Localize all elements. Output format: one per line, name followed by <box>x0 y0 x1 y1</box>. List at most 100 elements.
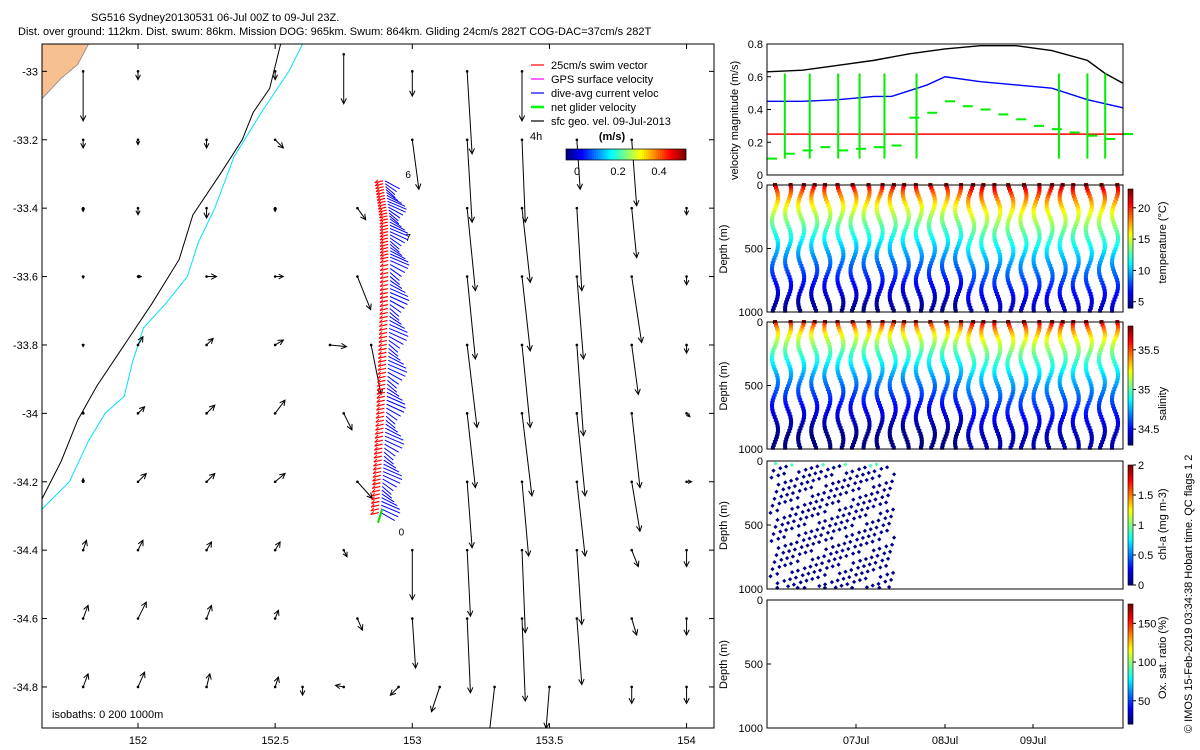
sfc-vector <box>81 343 85 348</box>
depth-sample <box>1071 331 1076 336</box>
depth-sample <box>888 250 893 255</box>
depth-sample <box>1062 272 1067 277</box>
depth-sample <box>900 328 905 333</box>
depth-sample <box>1071 286 1076 291</box>
depth-sample <box>1072 227 1077 232</box>
depth-sample <box>1110 442 1115 447</box>
depth-sample <box>1100 322 1105 327</box>
depth-sample <box>958 412 963 417</box>
depth-sample <box>861 353 866 358</box>
sfc-vector-dot <box>356 617 359 620</box>
depth-sample <box>1070 420 1075 425</box>
depth-sample <box>837 328 842 333</box>
sfc-vector-dot <box>685 480 688 484</box>
depth-sample <box>774 420 779 425</box>
sfc-vector <box>299 685 306 697</box>
depth-sample <box>984 445 989 450</box>
depth-sample <box>889 286 894 291</box>
depth-sample <box>932 247 937 252</box>
depth-sample <box>887 333 892 338</box>
swim-vector <box>377 200 386 204</box>
depth-colorbar-cell <box>1128 383 1133 386</box>
depth-sample <box>1049 185 1054 190</box>
depth-sample <box>867 328 872 333</box>
swim-vector-head <box>371 496 375 500</box>
chl-sample <box>859 571 865 576</box>
depth-sample <box>814 353 819 358</box>
depth-sample <box>1024 286 1029 291</box>
depth-sample <box>958 364 963 369</box>
depth-colorbar-cell <box>1128 539 1133 543</box>
depth-sample <box>850 210 855 215</box>
depth-sample <box>1084 280 1089 285</box>
sfc-vector-dot <box>465 548 469 552</box>
depth-sample <box>944 230 949 235</box>
depth-sample <box>785 199 790 204</box>
depth-sample <box>798 241 803 246</box>
depth-sample <box>1073 294 1078 299</box>
current-vector <box>390 256 410 266</box>
depth-sample <box>813 275 818 280</box>
swim-vector <box>378 339 387 343</box>
depth-sample <box>1099 392 1104 397</box>
depth-sample <box>1049 403 1054 408</box>
depth-sample <box>853 389 858 394</box>
chl-sample <box>878 502 883 507</box>
chl-sample <box>769 475 774 480</box>
chl-sample <box>880 558 885 563</box>
sfc-vector <box>205 540 213 552</box>
depth-sample <box>1050 277 1055 282</box>
chl-sample <box>829 472 834 477</box>
depth-sample <box>854 431 859 436</box>
depth-sample <box>1086 286 1091 291</box>
depth-sample <box>1009 442 1014 447</box>
depth-sample <box>1063 266 1068 271</box>
depth-sample <box>864 361 869 366</box>
depth-sample <box>997 202 1002 207</box>
map-colorbar-cell <box>664 149 667 160</box>
depth-sample <box>916 378 921 383</box>
sfc-vector-head <box>83 672 90 680</box>
depth-sample <box>839 381 844 386</box>
depth-ylabel: Depth (m) <box>718 501 730 550</box>
depth-sample <box>1085 403 1090 408</box>
depth-sample <box>827 255 832 260</box>
chl-sample <box>833 521 838 527</box>
depth-sample <box>1058 325 1063 330</box>
depth-sample <box>932 342 937 347</box>
depth-sample <box>998 392 1003 397</box>
depth-sample <box>1018 406 1023 411</box>
depth-sample <box>797 395 802 400</box>
depth-sample <box>854 291 859 296</box>
depth-colorbar-cell <box>1128 437 1133 441</box>
depth-sample <box>866 333 871 338</box>
depth-sample <box>914 364 919 369</box>
swim-vector-head <box>379 227 384 231</box>
depth-sample <box>789 325 794 330</box>
depth-colorbar-cell <box>1128 215 1133 219</box>
depth-sample <box>942 437 947 442</box>
chl-sample <box>885 572 890 577</box>
depth-colorbar-tick-label: 1 <box>1138 520 1144 532</box>
depth-sample <box>955 333 960 338</box>
depth-sample <box>1009 289 1014 294</box>
depth-sample <box>906 258 911 263</box>
depth-sample <box>914 224 919 229</box>
depth-sample <box>879 406 884 411</box>
depth-sample <box>865 364 870 369</box>
sfc-vector-dot <box>81 343 85 347</box>
depth-sample <box>994 331 999 336</box>
depth-sample <box>966 342 971 347</box>
swim-vector <box>374 180 384 184</box>
depth-sample <box>810 202 815 207</box>
swim-vector <box>379 315 388 320</box>
depth-sample <box>1035 333 1040 338</box>
sfc-vector-head <box>632 629 639 637</box>
depth-sample <box>992 367 997 372</box>
depth-sample <box>985 353 990 358</box>
depth-sample <box>822 325 827 330</box>
sfc-vector-dot <box>465 138 469 142</box>
sfc-vector-shaft <box>274 473 286 483</box>
sfc-vector <box>430 685 442 713</box>
depth-sample <box>992 373 997 378</box>
